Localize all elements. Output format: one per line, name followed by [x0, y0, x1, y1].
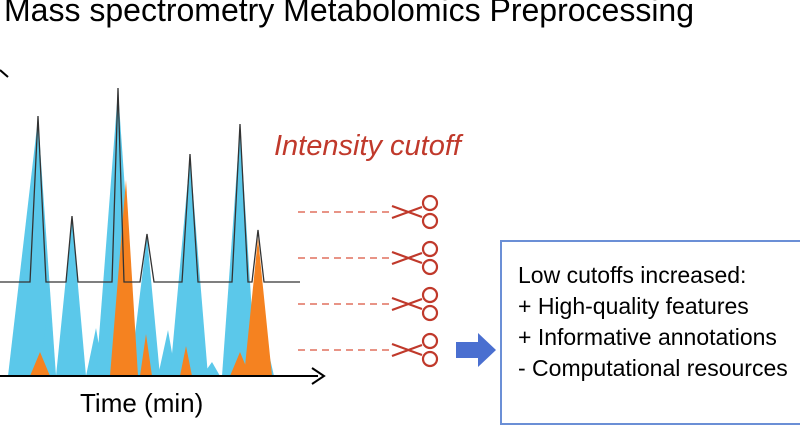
- scissors-icon: [391, 286, 439, 322]
- result-item: + High-quality features: [518, 293, 749, 319]
- result-item: + Informative annotations: [518, 324, 777, 350]
- orange-peak: [140, 334, 152, 376]
- result-box: Low cutoffs increased: + High-quality fe…: [500, 240, 800, 425]
- intensity-cutoff-label: Intensity cutoff: [274, 130, 461, 162]
- blue-peak: [170, 156, 208, 376]
- result-item: - Computational resources: [518, 355, 788, 381]
- y-axis-arrow: [0, 69, 9, 78]
- x-axis-label: Time (min): [80, 388, 204, 418]
- orange-peak: [180, 346, 192, 376]
- scissors-icon: [391, 194, 439, 230]
- scissors-icon: [391, 332, 439, 368]
- result-heading: Low cutoffs increased:: [518, 262, 747, 288]
- signal-trace: [0, 87, 300, 283]
- cutoff-lines: [298, 211, 392, 351]
- scissors-group: [391, 194, 439, 368]
- blue-peak: [130, 236, 160, 376]
- arrow-right-icon: [456, 333, 496, 367]
- blue-peak: [202, 362, 220, 376]
- orange-peak: [30, 352, 50, 376]
- x-axis-arrow: [311, 367, 326, 385]
- orange-peak: [244, 238, 272, 376]
- blue-peak: [56, 218, 86, 376]
- blue-peak: [222, 126, 256, 376]
- diagram-title: Mass spectrometry Metabolomics Preproces…: [4, 0, 695, 28]
- scissors-icon: [391, 240, 439, 276]
